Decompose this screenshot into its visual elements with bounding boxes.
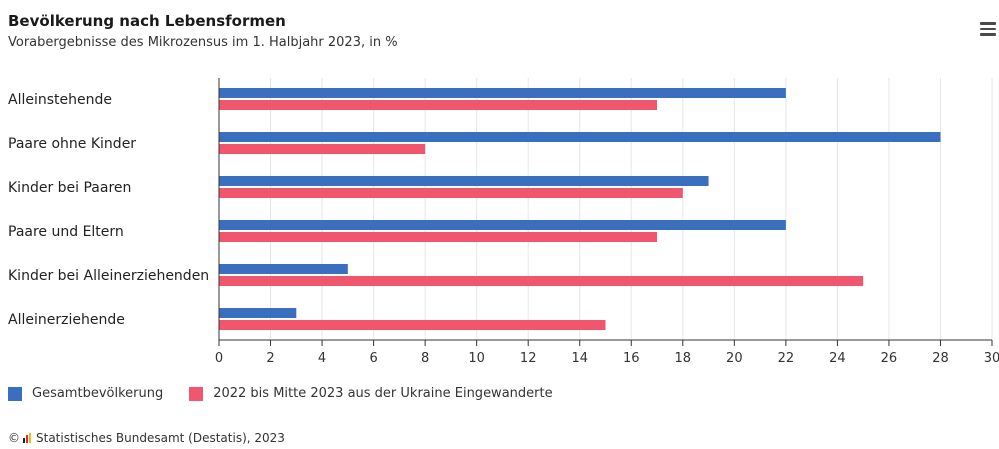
bar-series-2-5[interactable] (219, 320, 606, 330)
bar-series-1-4[interactable] (219, 264, 348, 274)
bar-chart: Alleinstehende Paare ohne Kinder Kinder be… (8, 78, 999, 366)
bar-series-2-2[interactable] (219, 188, 683, 198)
legend-swatch-series-1 (8, 386, 22, 401)
legend-swatch-series-2 (189, 386, 204, 401)
x-tick-label: 18 (675, 351, 692, 366)
category-label: Alleinstehende (8, 92, 112, 108)
category-label: Kinder bei Alleinerziehenden (8, 268, 209, 284)
bar-series-1-2[interactable] (219, 176, 709, 186)
source-footer: © Statistisches Bundesamt (Destatis), 20… (8, 431, 285, 445)
bar-series-1-0[interactable] (219, 88, 786, 98)
legend-item-series-2[interactable]: 2022 bis Mitte 2023 aus der Ukraine Eing… (189, 386, 553, 401)
category-label: Kinder bei Paaren (8, 180, 131, 196)
x-tick-label: 26 (881, 351, 898, 366)
chart-subtitle: Vorabergebnisse des Mikrozensus im 1. Ha… (8, 35, 398, 50)
chart-title: Bevölkerung nach Lebensformen (8, 12, 286, 30)
category-label: Paare ohne Kinder (8, 136, 136, 152)
x-tick-label: 2 (266, 351, 274, 366)
hamburger-menu-icon[interactable] (980, 22, 996, 36)
x-tick-label: 14 (571, 351, 588, 366)
x-tick-label: 16 (623, 351, 640, 366)
x-tick-label: 12 (520, 351, 537, 366)
legend-label-series-1: Gesamtbevölkerung (32, 386, 164, 401)
bar-series-2-0[interactable] (219, 100, 658, 110)
chart-legend: Gesamtbevölkerung 2022 bis Mitte 2023 au… (8, 386, 579, 401)
bar-series-1-5[interactable] (219, 308, 297, 318)
x-tick-label: 6 (369, 351, 377, 366)
legend-label-series-2: 2022 bis Mitte 2023 aus der Ukraine Eing… (213, 386, 553, 401)
x-tick-label: 20 (726, 351, 743, 366)
x-tick-label: 28 (932, 351, 949, 366)
bar-series-2-4[interactable] (219, 276, 864, 286)
category-label: Paare und Eltern (8, 224, 124, 240)
source-text: Statistisches Bundesamt (Destatis), 2023 (36, 431, 285, 445)
destatis-logo-icon (23, 433, 32, 443)
bar-series-2-3[interactable] (219, 232, 658, 242)
x-tick-label: 8 (421, 351, 429, 366)
x-tick-label: 30 (984, 351, 999, 366)
bar-series-1-1[interactable] (219, 132, 941, 142)
x-tick-label: 22 (778, 351, 795, 366)
x-tick-label: 24 (829, 351, 846, 366)
x-tick-label: 0 (215, 351, 223, 366)
bar-series-1-3[interactable] (219, 220, 786, 230)
category-label: Alleinerziehende (8, 312, 125, 328)
x-tick-label: 4 (318, 351, 326, 366)
legend-item-series-1[interactable]: Gesamtbevölkerung (8, 386, 163, 401)
copyright-symbol: © (8, 431, 20, 445)
x-tick-label: 10 (468, 351, 485, 366)
bar-series-2-1[interactable] (219, 144, 426, 154)
